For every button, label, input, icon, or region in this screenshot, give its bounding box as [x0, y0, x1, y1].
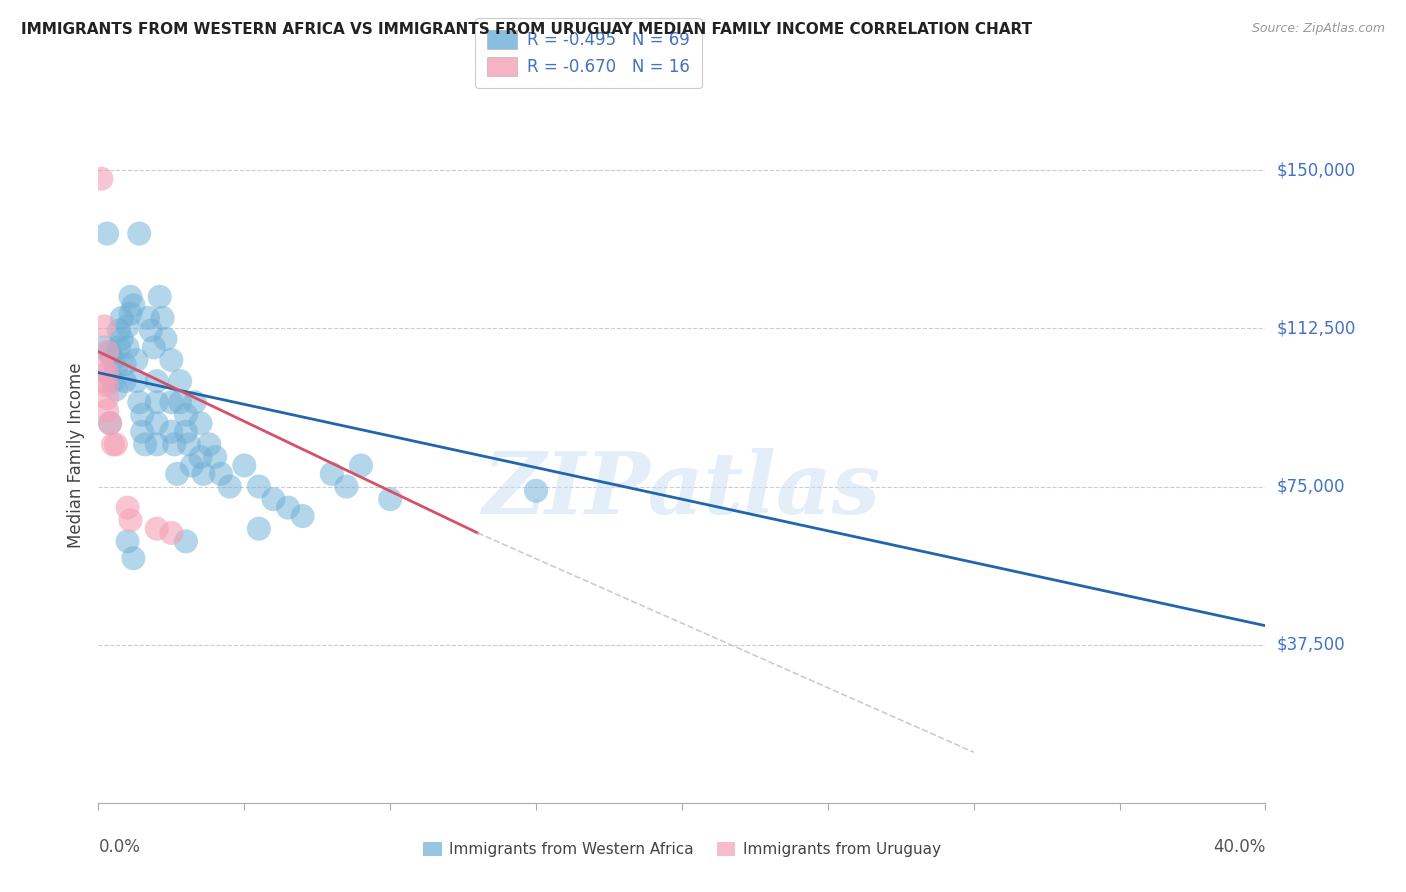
Point — [204, 450, 226, 464]
Point — [180, 458, 202, 473]
Point — [101, 374, 124, 388]
Point — [96, 344, 118, 359]
Text: $150,000: $150,000 — [1277, 161, 1355, 179]
Point — [98, 417, 121, 431]
Point — [120, 290, 142, 304]
Point — [117, 340, 139, 354]
Point — [122, 551, 145, 566]
Point — [146, 417, 169, 431]
Point — [117, 319, 139, 334]
Point — [169, 374, 191, 388]
Point — [160, 353, 183, 368]
Point — [125, 374, 148, 388]
Point — [96, 227, 118, 241]
Point — [190, 450, 212, 464]
Point — [104, 383, 127, 397]
Point — [247, 522, 270, 536]
Point — [321, 467, 343, 481]
Point — [160, 395, 183, 409]
Point — [149, 290, 172, 304]
Point — [134, 437, 156, 451]
Point — [177, 437, 200, 451]
Point — [169, 395, 191, 409]
Text: $37,500: $37,500 — [1277, 636, 1346, 654]
Point — [101, 353, 124, 368]
Point — [155, 332, 177, 346]
Point — [93, 340, 115, 354]
Point — [335, 479, 357, 493]
Point — [174, 534, 197, 549]
Text: 0.0%: 0.0% — [98, 838, 141, 855]
Point — [104, 437, 127, 451]
Point — [101, 437, 124, 451]
Point — [193, 467, 215, 481]
Point — [183, 395, 205, 409]
Point — [152, 310, 174, 325]
Y-axis label: Median Family Income: Median Family Income — [66, 362, 84, 548]
Point — [380, 492, 402, 507]
Point — [93, 374, 115, 388]
Point — [163, 437, 186, 451]
Point — [146, 437, 169, 451]
Point — [136, 310, 159, 325]
Point — [96, 378, 118, 392]
Point — [111, 332, 134, 346]
Point — [174, 408, 197, 422]
Point — [108, 340, 131, 354]
Point — [128, 395, 150, 409]
Point — [277, 500, 299, 515]
Point — [96, 403, 118, 417]
Point — [233, 458, 256, 473]
Point — [93, 319, 115, 334]
Point — [98, 344, 121, 359]
Text: IMMIGRANTS FROM WESTERN AFRICA VS IMMIGRANTS FROM URUGUAY MEDIAN FAMILY INCOME C: IMMIGRANTS FROM WESTERN AFRICA VS IMMIGR… — [21, 22, 1032, 37]
Point — [128, 227, 150, 241]
Point — [350, 458, 373, 473]
Legend: Immigrants from Western Africa, Immigrants from Uruguay: Immigrants from Western Africa, Immigran… — [416, 834, 948, 864]
Point — [125, 353, 148, 368]
Point — [190, 417, 212, 431]
Text: 40.0%: 40.0% — [1213, 838, 1265, 855]
Point — [98, 417, 121, 431]
Point — [166, 467, 188, 481]
Point — [131, 408, 153, 422]
Point — [160, 425, 183, 439]
Text: Source: ZipAtlas.com: Source: ZipAtlas.com — [1251, 22, 1385, 36]
Point — [142, 340, 165, 354]
Point — [96, 391, 118, 405]
Point — [90, 171, 112, 186]
Point — [131, 425, 153, 439]
Point — [247, 479, 270, 493]
Point — [96, 366, 118, 380]
Point — [146, 395, 169, 409]
Point — [108, 324, 131, 338]
Point — [120, 513, 142, 527]
Point — [146, 522, 169, 536]
Text: ZIPatlas: ZIPatlas — [482, 448, 882, 532]
Point — [160, 525, 183, 540]
Point — [198, 437, 221, 451]
Point — [122, 298, 145, 312]
Point — [104, 361, 127, 376]
Text: $112,500: $112,500 — [1277, 319, 1355, 337]
Point — [117, 500, 139, 515]
Point — [111, 310, 134, 325]
Point — [524, 483, 547, 498]
Point — [262, 492, 284, 507]
Point — [117, 534, 139, 549]
Point — [139, 324, 162, 338]
Point — [120, 307, 142, 321]
Point — [114, 357, 136, 371]
Point — [209, 467, 232, 481]
Point — [93, 361, 115, 376]
Point — [114, 374, 136, 388]
Point — [174, 425, 197, 439]
Point — [218, 479, 240, 493]
Point — [146, 374, 169, 388]
Point — [291, 509, 314, 524]
Text: $75,000: $75,000 — [1277, 477, 1346, 496]
